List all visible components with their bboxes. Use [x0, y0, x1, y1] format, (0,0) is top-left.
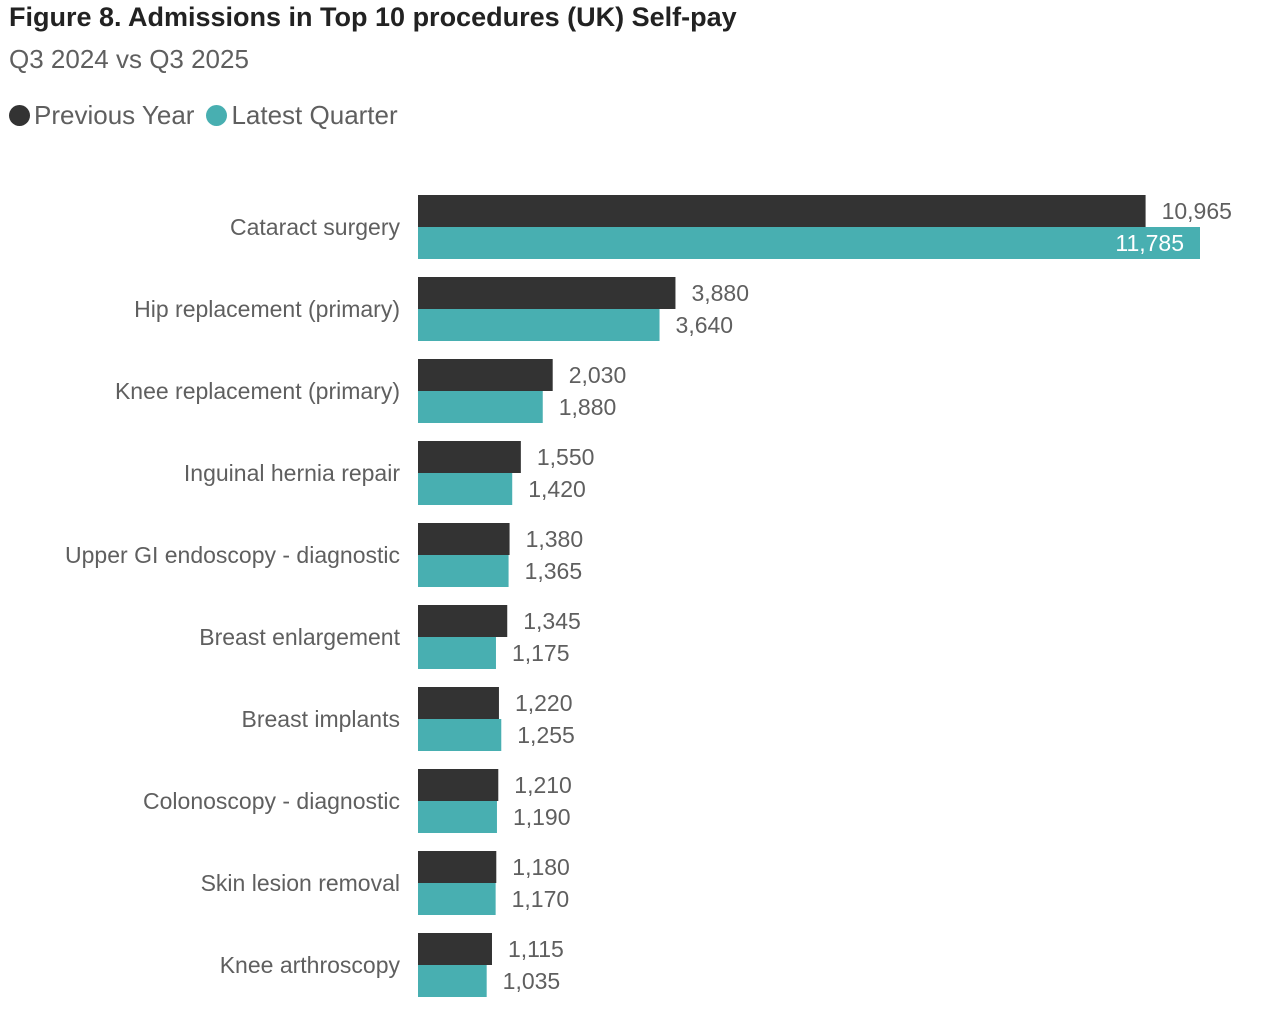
chart-subtitle: Q3 2024 vs Q3 2025	[9, 44, 249, 74]
bar-latest-quarter	[418, 227, 1200, 259]
bar-previous-year	[418, 277, 676, 309]
category-label: Cataract surgery	[230, 214, 401, 240]
data-label: 1,255	[517, 722, 575, 748]
data-label: 1,365	[525, 558, 583, 584]
category-label: Breast enlargement	[199, 624, 400, 650]
legend-item-previous-year: Previous Year	[9, 100, 194, 131]
category-label: Colonoscopy - diagnostic	[143, 788, 400, 814]
legend-label: Latest Quarter	[231, 100, 398, 130]
bar-previous-year	[418, 359, 553, 391]
category-label: Inguinal hernia repair	[184, 460, 400, 486]
data-label: 10,965	[1162, 198, 1232, 224]
data-label: 1,550	[537, 444, 595, 470]
category-label: Upper GI endoscopy - diagnostic	[65, 542, 400, 568]
data-label: 1,210	[514, 772, 572, 798]
data-label: 1,380	[526, 526, 584, 552]
bar-previous-year	[418, 851, 497, 883]
legend-marker-previous-year	[9, 105, 30, 126]
data-label: 1,420	[528, 476, 586, 502]
category-label: Breast implants	[241, 706, 400, 732]
bar-previous-year	[418, 441, 521, 473]
data-label: 1,180	[512, 854, 570, 880]
data-label: 1,175	[512, 640, 570, 666]
legend-label: Previous Year	[34, 100, 195, 130]
bar-latest-quarter	[418, 555, 509, 587]
bar-previous-year	[418, 605, 508, 637]
category-label: Hip replacement (primary)	[134, 296, 400, 322]
category-label: Skin lesion removal	[201, 870, 400, 896]
bar-latest-quarter	[418, 637, 496, 669]
category-label: Knee arthroscopy	[220, 952, 401, 978]
bar-latest-quarter	[418, 473, 513, 505]
category-label: Knee replacement (primary)	[115, 378, 400, 404]
bar-latest-quarter	[418, 391, 543, 423]
data-label: 3,880	[691, 280, 749, 306]
legend-marker-latest-quarter	[206, 105, 228, 126]
data-label: 11,785	[1115, 230, 1184, 256]
bar-previous-year	[418, 523, 510, 555]
bar-latest-quarter	[418, 883, 496, 915]
data-label: 3,640	[676, 312, 734, 338]
data-label: 1,345	[523, 608, 581, 634]
data-label: 1,170	[512, 886, 570, 912]
data-label: 1,190	[513, 804, 571, 830]
bar-latest-quarter	[418, 965, 487, 997]
bar-latest-quarter	[418, 801, 497, 833]
data-label: 1,035	[503, 968, 561, 994]
data-label: 1,115	[508, 936, 564, 962]
bar-previous-year	[418, 195, 1146, 227]
legend: Previous Year Latest Quarter	[9, 100, 410, 131]
bar-previous-year	[418, 933, 492, 965]
bar-latest-quarter	[418, 309, 660, 341]
legend-item-latest-quarter: Latest Quarter	[206, 100, 398, 131]
bar-previous-year	[418, 687, 499, 719]
bar-previous-year	[418, 769, 499, 801]
bar-latest-quarter	[418, 719, 502, 751]
data-label: 2,030	[569, 362, 627, 388]
chart-title: Figure 8. Admissions in Top 10 procedure…	[9, 2, 737, 32]
data-label: 1,220	[515, 690, 573, 716]
data-label: 1,880	[559, 394, 617, 420]
